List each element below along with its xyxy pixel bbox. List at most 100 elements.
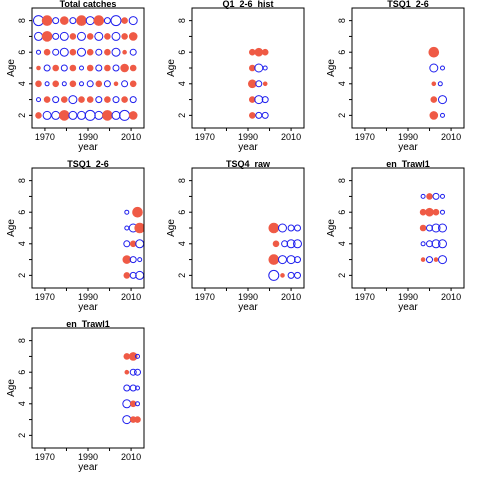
panel-1: Total catches 1970 1990 2010 2 4 6 8 year Age <box>6 0 145 153</box>
positive-residual-point <box>52 80 60 88</box>
y-tick-label: 4 <box>337 81 347 86</box>
points <box>428 46 447 120</box>
positive-residual-point <box>104 48 111 56</box>
negative-residual-point <box>79 65 84 71</box>
positive-residual-point <box>262 81 268 87</box>
positive-residual-point <box>121 96 128 103</box>
x-axis-label: year <box>238 142 258 153</box>
plot-frame <box>191 167 305 289</box>
positive-residual-point <box>129 64 137 72</box>
positive-residual-point <box>425 207 434 217</box>
x-tick-label: 1970 <box>355 292 375 302</box>
plot-frame <box>351 7 465 129</box>
panel-5: TSQ4_raw 1970 1990 2010 2 4 6 8 year Age <box>166 159 305 313</box>
negative-residual-point <box>77 31 86 41</box>
negative-residual-point <box>112 96 120 104</box>
negative-residual-point <box>121 80 129 88</box>
x-tick-label: 1970 <box>195 292 215 302</box>
y-tick-label: 6 <box>337 210 347 215</box>
y-tick-label: 6 <box>17 370 27 375</box>
positive-residual-point <box>433 257 439 262</box>
negative-residual-point <box>438 255 447 265</box>
negative-residual-point <box>438 223 447 233</box>
negative-residual-point <box>94 110 104 120</box>
positive-residual-point <box>102 110 113 121</box>
positive-residual-point <box>61 96 68 103</box>
positive-residual-point <box>43 48 51 56</box>
negative-residual-point <box>135 270 144 280</box>
x-tick-label: 1990 <box>238 132 258 142</box>
points <box>268 222 302 281</box>
x-axis-label: year <box>238 302 258 313</box>
y-tick-label: 8 <box>337 178 347 183</box>
negative-residual-point <box>255 111 263 119</box>
negative-residual-point <box>95 64 103 72</box>
negative-residual-point <box>278 255 287 265</box>
positive-residual-point <box>113 81 119 87</box>
y-tick-label: 4 <box>17 241 27 246</box>
x-tick-label: 2010 <box>121 132 141 142</box>
positive-residual-point <box>248 79 257 89</box>
x-tick-label: 2010 <box>441 132 461 142</box>
x-tick-label: 1990 <box>398 292 418 302</box>
y-tick-label: 6 <box>17 210 27 215</box>
negative-residual-point <box>84 109 96 121</box>
negative-residual-point <box>431 223 441 233</box>
negative-residual-point <box>59 47 69 57</box>
negative-residual-point <box>44 81 50 87</box>
positive-residual-point <box>122 255 132 264</box>
positive-residual-point <box>280 273 285 278</box>
x-tick-label: 1990 <box>78 132 98 142</box>
y-tick-label: 2 <box>337 113 347 118</box>
negative-residual-point <box>77 110 86 120</box>
y-tick-label: 8 <box>17 178 27 183</box>
plot-frame <box>31 327 145 449</box>
positive-residual-point <box>128 111 138 120</box>
y-tick-label: 2 <box>337 273 347 278</box>
negative-residual-point <box>129 48 137 56</box>
y-tick-label: 4 <box>17 81 27 86</box>
negative-residual-point <box>34 31 43 41</box>
negative-residual-point <box>52 17 60 25</box>
panel-6: en_Trawl1 1970 1990 2010 2 4 6 8 year Age <box>326 159 465 313</box>
y-axis-label: Age <box>166 59 177 77</box>
negative-residual-point <box>42 110 52 120</box>
y-tick-label: 4 <box>177 241 187 246</box>
panel-title: Q1_2-6_hist <box>222 0 273 9</box>
y-tick-label: 8 <box>177 18 187 23</box>
negative-residual-point <box>119 109 131 121</box>
positive-residual-point <box>86 96 94 103</box>
positive-residual-point <box>249 48 256 56</box>
panel-title: en_Trawl1 <box>66 319 110 329</box>
positive-residual-point <box>430 96 438 103</box>
panel-title: TSQ1_2-6 <box>387 0 429 9</box>
negative-residual-point <box>286 239 296 249</box>
positive-residual-point <box>134 222 144 234</box>
negative-residual-point <box>111 31 121 41</box>
negative-residual-point <box>135 353 140 359</box>
negative-residual-point <box>420 241 426 247</box>
negative-residual-point <box>61 81 67 87</box>
x-tick-label: 1970 <box>35 452 55 462</box>
negative-residual-point <box>68 95 78 105</box>
positive-residual-point <box>261 48 269 56</box>
negative-residual-point <box>255 80 263 88</box>
y-axis-label: Age <box>6 219 17 237</box>
negative-residual-point <box>103 80 111 88</box>
panel-title: en_Trawl1 <box>386 159 430 169</box>
negative-residual-point <box>426 256 433 264</box>
x-tick-label: 1970 <box>195 132 215 142</box>
y-tick-label: 6 <box>337 50 347 55</box>
x-axis-label: year <box>78 462 98 473</box>
negative-residual-point <box>60 64 68 72</box>
x-tick-label: 1990 <box>398 132 418 142</box>
y-tick-label: 6 <box>177 50 187 55</box>
positive-residual-point <box>86 33 94 40</box>
positive-residual-point <box>426 193 433 200</box>
negative-residual-point <box>79 81 84 87</box>
x-axis-label: year <box>398 302 418 313</box>
negative-residual-point <box>85 16 95 26</box>
negative-residual-point <box>123 240 131 248</box>
negative-residual-point <box>103 17 111 25</box>
